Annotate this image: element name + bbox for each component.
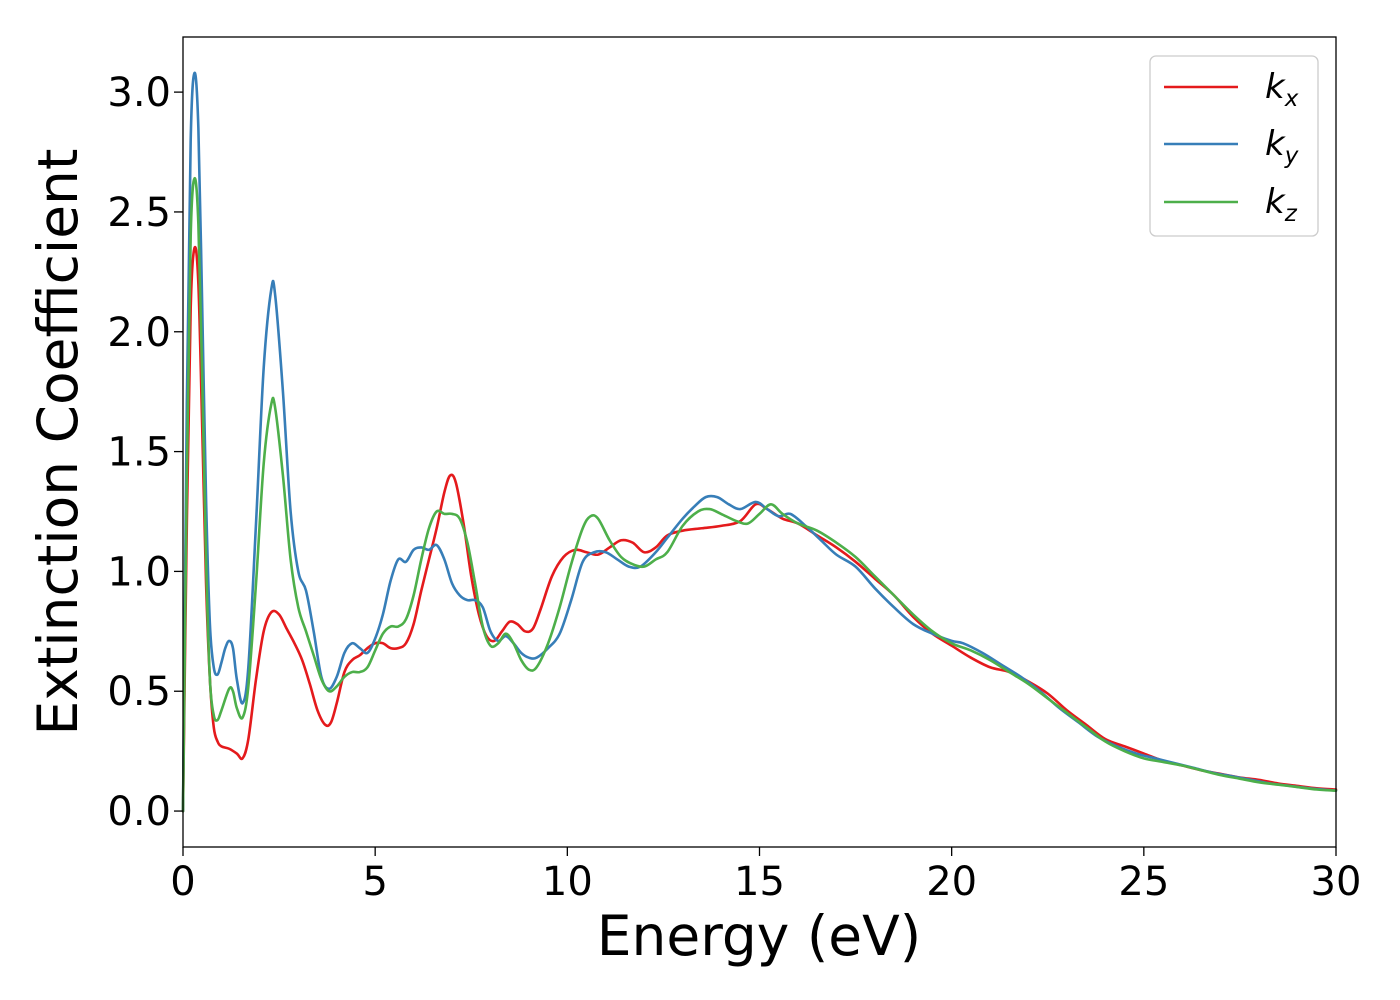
x-axis-title: Energy (eV) [597,904,921,968]
legend-label-kx: kx [1265,67,1299,112]
y-tick-label: 2.0 [107,310,171,356]
x-tick-label: 10 [542,859,593,905]
x-tick-label: 0 [170,859,195,905]
legend-box [1149,55,1319,237]
x-tick-label: 25 [1118,859,1169,905]
y-tick-label: 0.5 [107,669,171,715]
series-line-kz [181,177,1338,813]
legend-label-kz: kz [1265,182,1298,227]
legend-label-ky: ky [1265,124,1299,169]
y-tick-label: 1.0 [107,549,171,595]
y-tick-label: 2.5 [107,190,171,236]
series-layer [181,71,1338,813]
y-axis-title: Extinction Coefficient [26,149,90,736]
x-tick-label: 15 [734,859,785,905]
y-tick-label: 0.0 [107,789,171,835]
x-tick-label: 20 [926,859,977,905]
plot-area [183,37,1336,847]
y-tick-label: 1.5 [107,430,171,476]
legend: kx ky kz [1149,55,1319,237]
y-tick-label: 3.0 [107,70,171,116]
y-axis: 0.0 0.5 1.0 1.5 2.0 2.5 3.0 [107,70,183,835]
x-tick-label: 5 [362,859,387,905]
x-axis: 0 5 10 15 20 25 30 [170,847,1361,905]
x-tick-label: 30 [1311,859,1362,905]
